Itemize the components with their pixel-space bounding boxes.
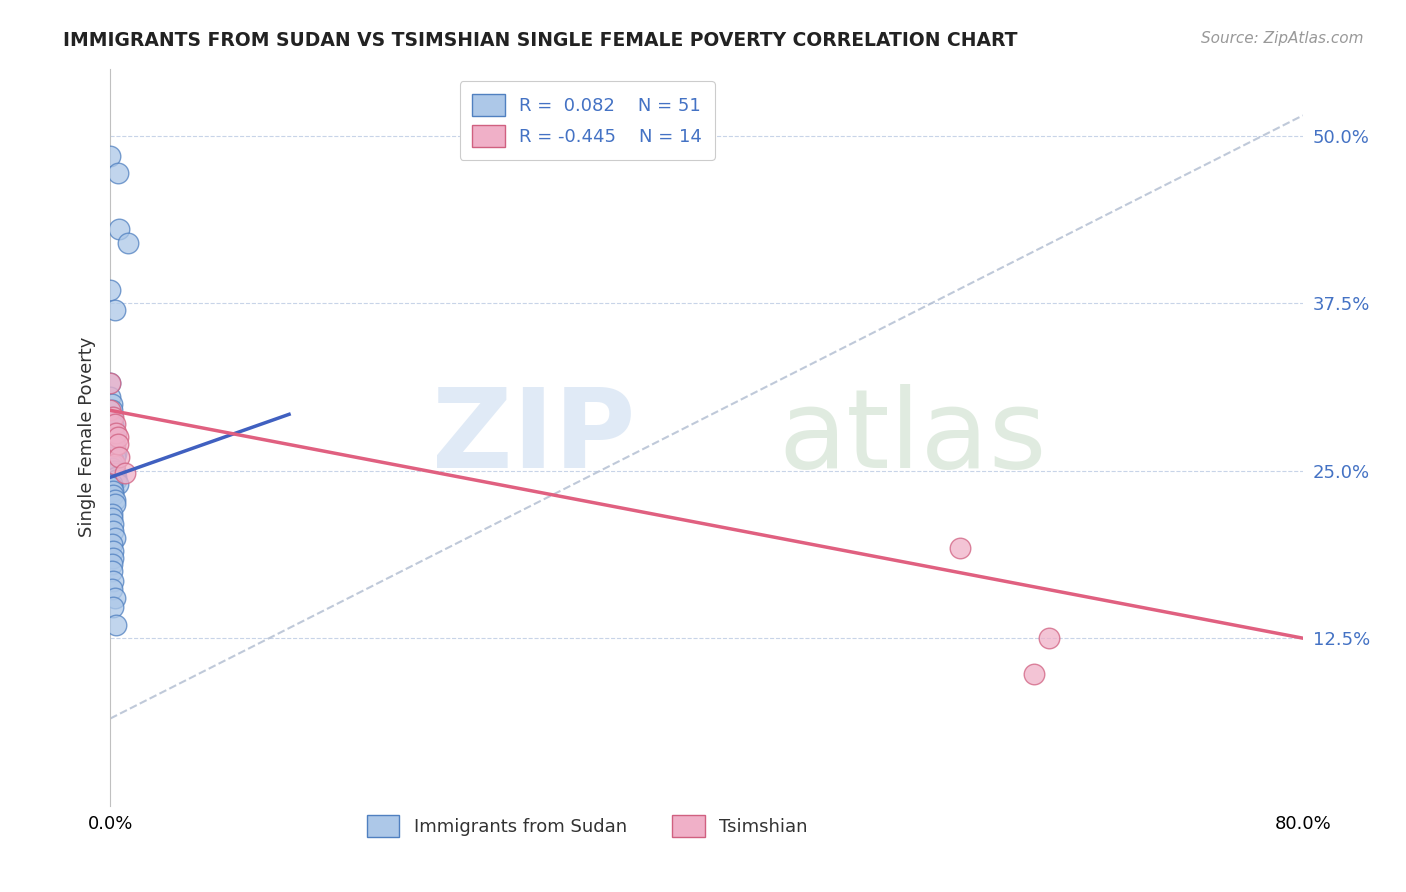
- Text: atlas: atlas: [778, 384, 1046, 491]
- Point: [105, 426, 128, 441]
- Point: [104, 302, 127, 317]
- Point: [107, 477, 129, 491]
- Point: [101, 426, 124, 441]
- Point: [108, 222, 131, 236]
- Point: [101, 544, 124, 558]
- Point: [104, 497, 127, 511]
- Legend: Immigrants from Sudan, Tsimshian: Immigrants from Sudan, Tsimshian: [360, 808, 814, 845]
- Point: [117, 235, 139, 250]
- Point: [101, 600, 124, 615]
- Point: [101, 441, 124, 455]
- Point: [104, 440, 127, 454]
- Point: [100, 477, 122, 491]
- Point: [949, 541, 972, 556]
- Point: [100, 450, 122, 465]
- Point: [101, 574, 124, 588]
- Point: [100, 558, 122, 572]
- Point: [1024, 667, 1046, 681]
- Point: [98, 283, 121, 297]
- Point: [101, 488, 124, 502]
- Point: [101, 517, 124, 532]
- Point: [105, 473, 128, 487]
- Point: [114, 467, 136, 481]
- Y-axis label: Single Female Poverty: Single Female Poverty: [79, 337, 96, 537]
- Point: [101, 419, 124, 434]
- Point: [105, 617, 128, 632]
- Text: Source: ZipAtlas.com: Source: ZipAtlas.com: [1201, 31, 1364, 46]
- Point: [107, 166, 129, 180]
- Text: IMMIGRANTS FROM SUDAN VS TSIMSHIAN SINGLE FEMALE POVERTY CORRELATION CHART: IMMIGRANTS FROM SUDAN VS TSIMSHIAN SINGL…: [63, 31, 1018, 50]
- Point: [98, 376, 121, 391]
- Point: [100, 507, 122, 521]
- Point: [108, 450, 131, 465]
- Point: [104, 493, 127, 508]
- Point: [1038, 631, 1060, 645]
- Point: [100, 510, 122, 524]
- Point: [100, 582, 122, 596]
- Point: [100, 480, 122, 494]
- Point: [100, 461, 122, 475]
- Point: [101, 437, 124, 451]
- Point: [100, 409, 122, 424]
- Point: [101, 464, 124, 478]
- Point: [101, 417, 124, 431]
- Text: ZIP: ZIP: [432, 384, 636, 491]
- Point: [98, 403, 121, 417]
- Point: [104, 464, 127, 478]
- Point: [98, 376, 121, 391]
- Point: [100, 457, 122, 471]
- Point: [98, 148, 121, 162]
- Point: [104, 457, 127, 471]
- Point: [104, 467, 127, 481]
- Point: [101, 409, 124, 424]
- Point: [107, 437, 129, 451]
- Point: [104, 591, 127, 605]
- Point: [100, 403, 122, 417]
- Point: [104, 417, 127, 431]
- Point: [104, 531, 127, 545]
- Point: [107, 430, 129, 444]
- Point: [105, 446, 128, 460]
- Point: [101, 524, 124, 538]
- Point: [101, 453, 124, 467]
- Point: [100, 537, 122, 551]
- Point: [104, 443, 127, 458]
- Point: [101, 483, 124, 498]
- Point: [100, 564, 122, 578]
- Point: [100, 396, 122, 410]
- Point: [104, 430, 127, 444]
- Point: [104, 450, 127, 465]
- Point: [98, 390, 121, 404]
- Point: [101, 550, 124, 565]
- Point: [105, 470, 128, 484]
